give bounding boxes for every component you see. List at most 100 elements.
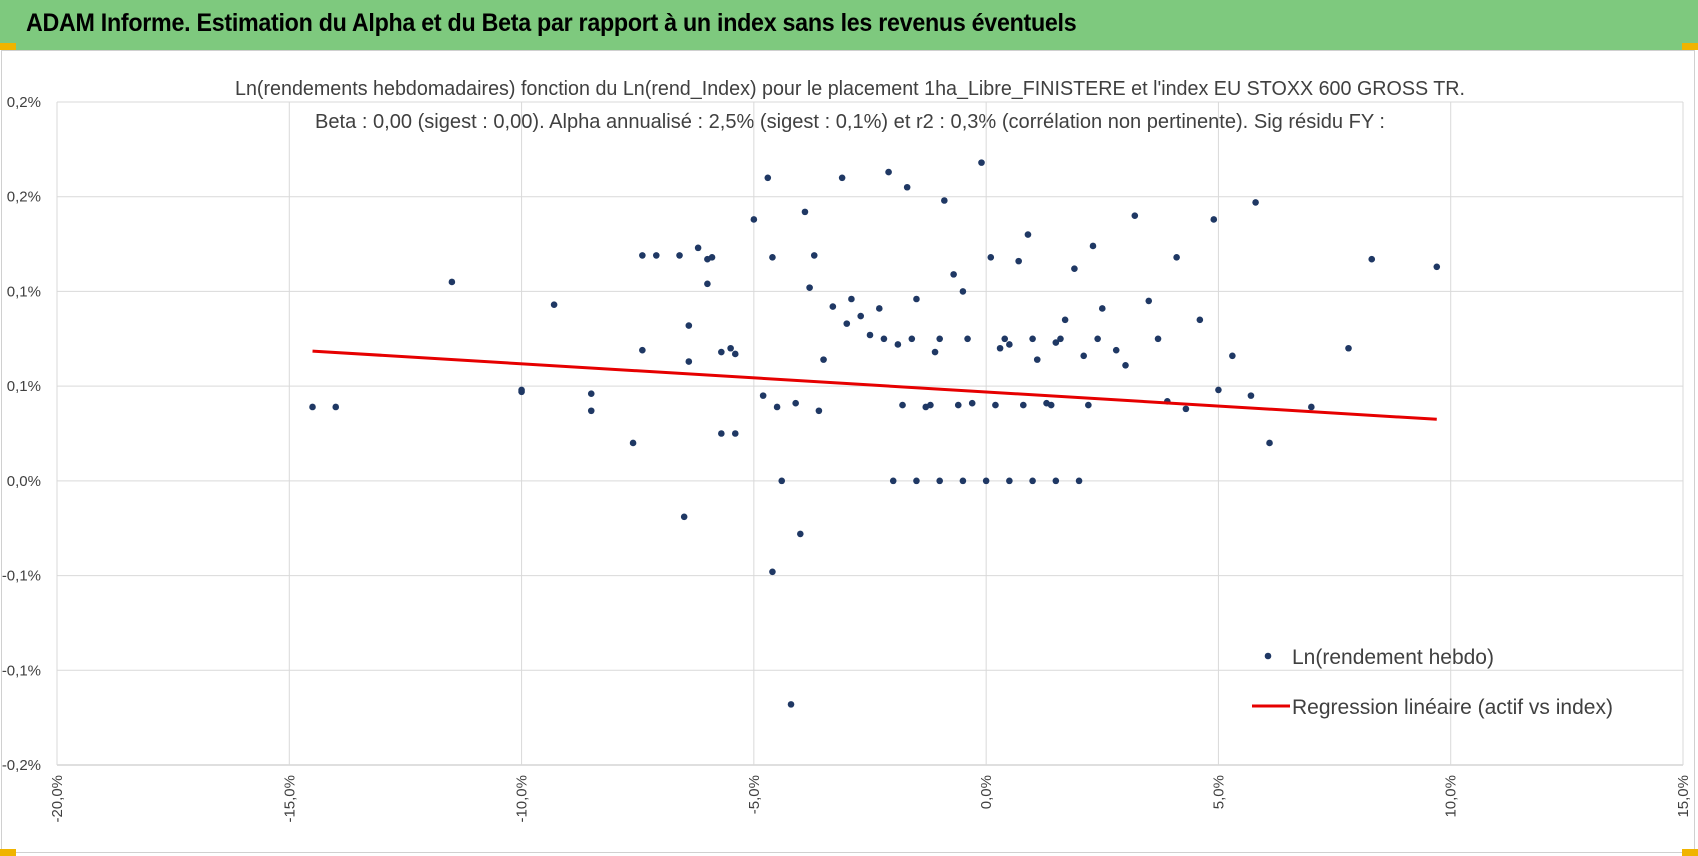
data-point	[1122, 362, 1129, 369]
title-backdrop	[220, 72, 1480, 138]
data-point	[694, 244, 702, 252]
data-point	[309, 403, 316, 411]
data-point	[982, 477, 990, 485]
data-point	[1085, 401, 1092, 409]
data-point	[1433, 263, 1441, 271]
data-point	[1368, 255, 1376, 263]
data-point	[1247, 392, 1255, 399]
data-point	[1252, 199, 1259, 206]
data-point	[857, 312, 865, 320]
data-point	[1052, 339, 1060, 346]
data-point	[1210, 216, 1218, 223]
y-tick-label: 0,2%	[7, 94, 41, 111]
data-point	[759, 392, 767, 399]
data-point	[806, 284, 813, 291]
data-point	[1029, 477, 1036, 485]
data-point	[704, 280, 711, 288]
data-point	[769, 568, 776, 576]
data-point	[1052, 477, 1060, 485]
data-point	[978, 159, 985, 166]
data-point	[1006, 477, 1013, 485]
data-point	[1308, 403, 1315, 411]
data-point	[959, 288, 967, 295]
data-point	[894, 341, 902, 348]
data-point	[992, 401, 999, 409]
legend-point-marker	[1264, 652, 1272, 660]
grid-layer	[56, 101, 1684, 766]
data-point	[1094, 335, 1101, 343]
data-point	[1154, 335, 1162, 343]
data-point	[1080, 352, 1088, 360]
data-point	[1020, 401, 1027, 409]
data-point	[448, 278, 456, 286]
data-point	[1047, 401, 1055, 409]
legend-label-line: Regression linéaire (actif vs index)	[1292, 696, 1613, 719]
corner-accent-top-right	[1682, 43, 1698, 50]
data-point	[820, 356, 827, 363]
data-point	[792, 399, 799, 407]
data-point	[829, 303, 837, 310]
data-point	[880, 335, 888, 343]
data-point	[750, 216, 758, 223]
data-point	[1057, 335, 1064, 343]
data-point	[936, 477, 943, 485]
data-point	[778, 477, 786, 485]
data-point	[652, 252, 660, 259]
corner-accent-bottom-right	[1682, 849, 1698, 856]
legend-label-points: Ln(rendement hebdo)	[1292, 646, 1494, 669]
data-point	[1173, 254, 1180, 261]
y-tick-label: 0,1%	[7, 378, 41, 395]
data-point	[1112, 346, 1120, 354]
data-point	[941, 197, 948, 204]
chart-title-line1: Ln(rendements hebdomadaires) fonction du…	[235, 78, 1465, 100]
data-point	[639, 346, 646, 354]
data-point	[1196, 316, 1204, 324]
data-point	[1098, 305, 1106, 312]
corner-accent-bottom-left	[0, 849, 16, 856]
data-point	[1029, 335, 1036, 343]
data-point	[996, 344, 1004, 352]
data-point	[727, 344, 734, 352]
data-point	[587, 390, 595, 398]
data-point	[332, 403, 340, 411]
x-tick-label: -10,0%	[514, 775, 531, 823]
data-point	[866, 331, 874, 339]
data-point	[1061, 316, 1069, 324]
data-point	[1345, 344, 1352, 352]
legend: Ln(rendement hebdo) Regression linéaire …	[1252, 646, 1613, 719]
data-point	[1145, 297, 1153, 305]
data-point	[764, 174, 772, 182]
data-point	[1266, 439, 1273, 447]
data-point	[731, 350, 739, 358]
data-point	[1229, 352, 1236, 360]
data-point	[629, 439, 637, 447]
data-point	[587, 407, 595, 415]
x-tick-label: -20,0%	[49, 775, 66, 823]
data-point	[903, 183, 911, 191]
points-layer	[309, 159, 1441, 708]
corner-accent-top-left	[0, 43, 16, 50]
data-point	[950, 271, 957, 278]
data-point	[797, 530, 804, 538]
data-point	[773, 403, 781, 411]
data-point	[987, 254, 995, 261]
axis-labels: -0,2% -0,1% -0,1% 0,0% 0,1% 0,1% 0,2% 0,2% -20,0…	[2, 94, 1692, 823]
data-point	[1215, 386, 1222, 394]
data-point	[913, 477, 920, 485]
data-point	[959, 477, 967, 485]
data-point	[1015, 257, 1022, 265]
data-point	[843, 320, 851, 327]
data-point	[518, 386, 525, 394]
regression-layer	[312, 349, 1437, 421]
x-tick-label: -5,0%	[746, 775, 763, 814]
x-tick-label: 15,0%	[1675, 775, 1692, 818]
data-point	[801, 208, 809, 216]
data-point	[927, 401, 934, 409]
x-tick-label: 0,0%	[978, 775, 995, 809]
y-tick-label: -0,2%	[2, 757, 41, 774]
data-point	[1071, 265, 1078, 272]
data-point	[680, 513, 688, 521]
data-point	[815, 407, 823, 415]
data-point	[1075, 477, 1083, 485]
chart-frame	[1, 50, 1695, 853]
